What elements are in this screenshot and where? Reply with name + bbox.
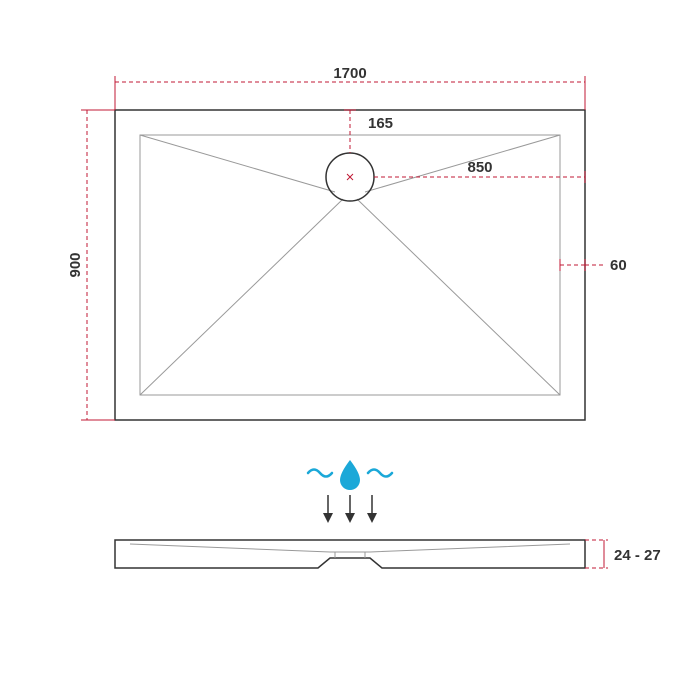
dim-drain-right-label: 850	[467, 159, 492, 176]
dim-rim-label: 60	[610, 257, 627, 274]
dim-depth-label: 24 - 27	[614, 547, 661, 564]
tray-side-view	[115, 540, 585, 568]
dim-width-total-label: 1700	[333, 65, 366, 82]
slope-line	[365, 135, 560, 192]
arrow-down	[367, 495, 377, 523]
tray-outer	[115, 110, 585, 420]
drain-center-mark	[347, 174, 353, 180]
slope-line	[140, 135, 335, 192]
arrow-down	[345, 495, 355, 523]
dim-rim: 60	[560, 257, 627, 274]
dim-drain-top: 165	[344, 110, 393, 153]
dim-height-total-label: 900	[67, 252, 84, 277]
slope-line	[357, 199, 560, 395]
tray-inner	[140, 135, 560, 395]
slope-line	[140, 199, 343, 395]
dim-drain-right: 850	[374, 159, 585, 183]
dim-height-total: 900	[67, 110, 115, 420]
dim-drain-top-label: 165	[368, 115, 393, 132]
water-drain-icon	[308, 460, 392, 523]
dim-depth: 24 - 27	[585, 540, 661, 568]
dim-width-total: 1700	[115, 65, 585, 110]
arrow-down	[323, 495, 333, 523]
technical-drawing: 1700 900 165 850 60	[0, 0, 700, 700]
